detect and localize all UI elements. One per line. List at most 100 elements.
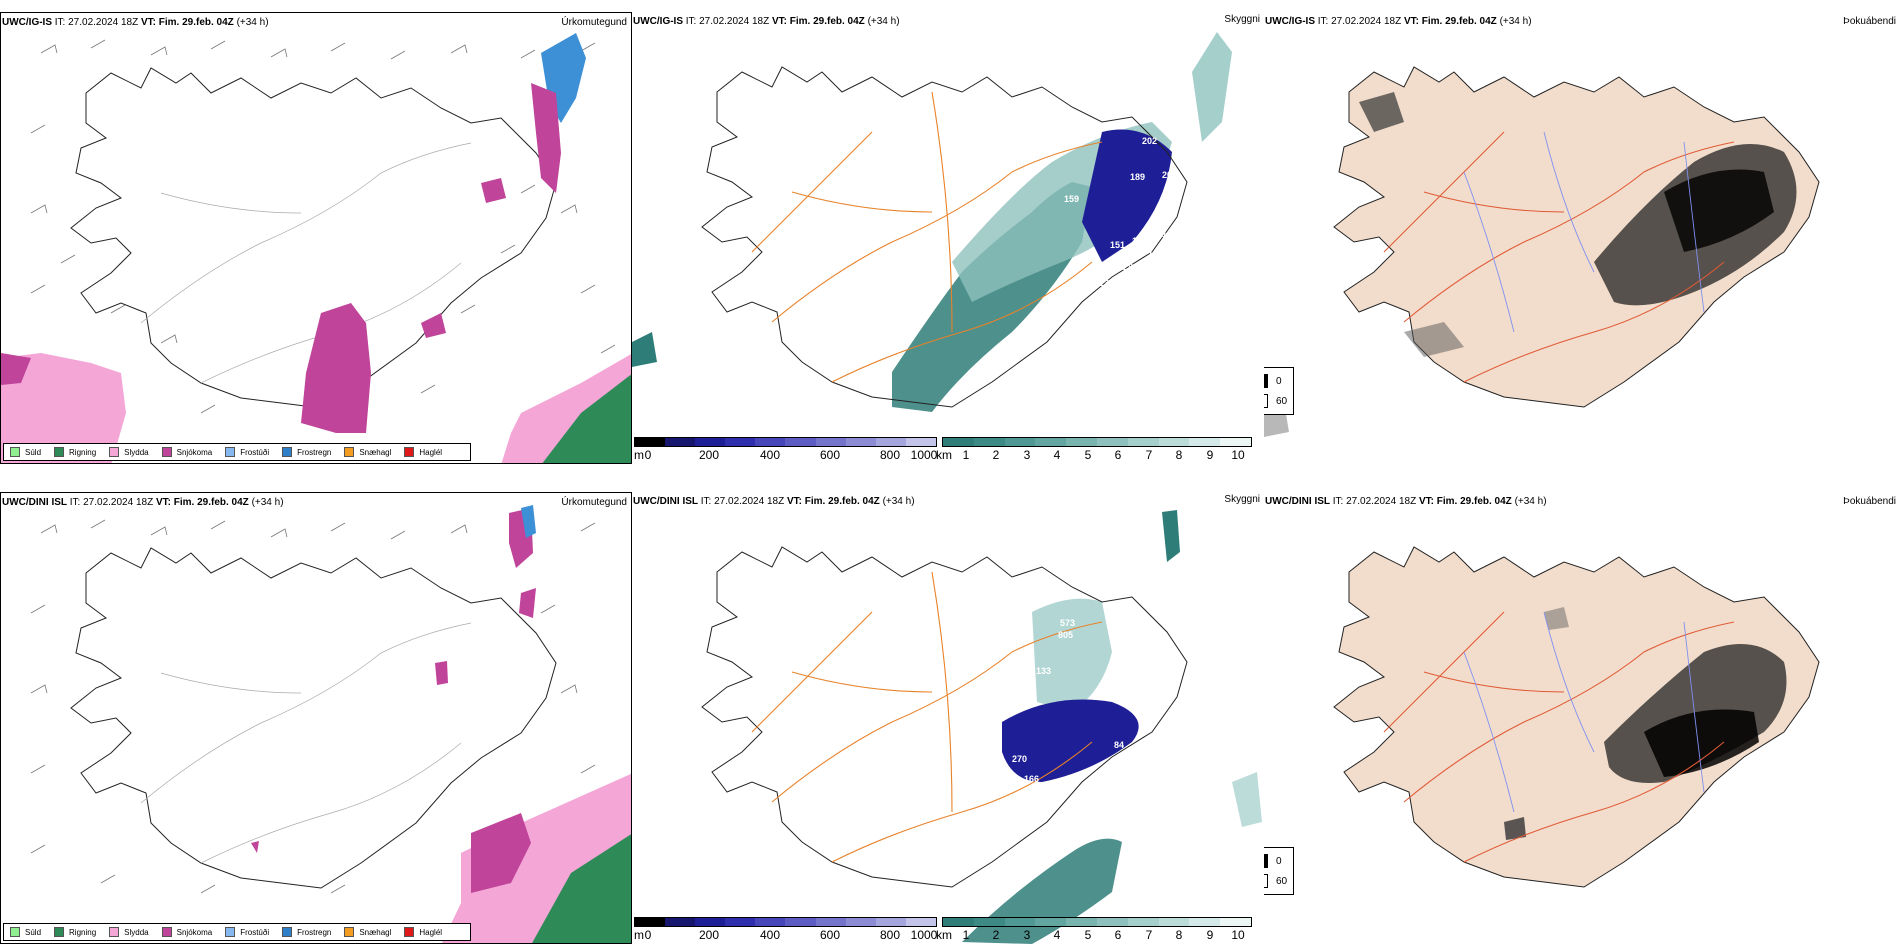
precip-map — [30, 505, 631, 943]
it-label: IT: — [69, 497, 81, 508]
tick-label: 4 — [1053, 928, 1061, 942]
visibility-colorbar: km 1 2 3 4 5 6 7 8 9 10 — [936, 437, 1252, 462]
vis-label: 159 — [1064, 194, 1079, 204]
fog-panel-top: UWC/IG-IS IT: 27.02.2024 18Z VT: Fim. 29… — [1264, 12, 1900, 464]
legend-swatch — [225, 447, 236, 457]
terrain-colorbar-strip — [634, 917, 937, 927]
roads — [140, 622, 472, 864]
colorbar-cell — [635, 438, 666, 446]
tick-label: 200 — [698, 928, 720, 942]
legend-item-hail: Haglél — [404, 927, 442, 937]
tick-label: 2 — [992, 448, 1000, 462]
tick-label: 9 — [1206, 448, 1214, 462]
tick-label: 600 — [819, 928, 841, 942]
visibility-colorbar: km 1 2 3 4 5 6 7 8 9 10 — [936, 917, 1252, 942]
rivers — [1463, 611, 1705, 813]
panel-title: Skyggni — [1224, 494, 1260, 505]
fog-swatch — [1264, 374, 1268, 388]
roads — [751, 91, 1103, 383]
legend-item-sleet: Slydda — [109, 927, 149, 937]
tick-label: 1 — [962, 928, 970, 942]
visibility-panel-top: UWC/IG-IS IT: 27.02.2024 18Z VT: Fim. 29… — [632, 12, 1264, 464]
rivers — [1463, 131, 1705, 333]
roads — [140, 142, 472, 384]
tick-label: 200 — [698, 448, 720, 462]
legend-item-rain: Rigning — [54, 927, 96, 937]
legend-swatch — [109, 927, 120, 937]
colorbar-cell — [1158, 918, 1190, 926]
fog-legend-row: 0 — [1264, 854, 1282, 868]
visibility-shading — [632, 32, 1232, 412]
valid-time: Fim. 29.feb. 04Z — [1436, 496, 1512, 507]
colorbar-cell — [875, 438, 906, 446]
legend-label: Haglél — [419, 447, 443, 457]
legend-label: Snjókoma — [176, 447, 213, 457]
vis-label: 149 — [1132, 236, 1147, 246]
model-name: UWC/DINI ISL — [633, 496, 698, 507]
colorbar-cell — [973, 438, 1005, 446]
tick-label: 10 — [1231, 928, 1245, 942]
terrain-colorbar-strip — [634, 437, 937, 447]
valid-time: Fim. 29.feb. 04Z — [173, 497, 249, 508]
it-label: IT: — [1317, 16, 1329, 27]
legend-swatch — [225, 927, 236, 937]
fog-legend-row: 0 — [1264, 374, 1282, 388]
colorbar-cell — [785, 918, 816, 926]
colorbar-cell — [695, 918, 726, 926]
panel-header: UWC/IG-IS IT: 27.02.2024 18Z VT: Fim. 29… — [2, 17, 269, 28]
lead-time: (+34 h) — [251, 497, 284, 508]
fog-swatch — [1264, 394, 1268, 408]
colorbar-cell — [815, 438, 846, 446]
legend-swatch — [282, 927, 293, 937]
legend-item-snow-pellets: Snæhagl — [344, 447, 391, 457]
roads — [1383, 611, 1735, 863]
colorbar-cell — [635, 918, 666, 926]
visibility-ticks: km 1 2 3 4 5 6 7 8 9 10 — [936, 927, 1252, 942]
iceland-outline — [701, 66, 1188, 408]
legend-item-snow: Snjókoma — [161, 447, 213, 457]
fog-legend-label: 0 — [1276, 855, 1282, 867]
legend-label: Haglél — [419, 927, 443, 937]
terrain-ticks: m 0 200 400 600 800 1000 — [634, 447, 937, 462]
colorbar-cell — [755, 918, 786, 926]
vis-label: 213 — [1094, 278, 1109, 288]
model-name: UWC/IG-IS — [2, 17, 52, 28]
colorbar-cell — [1158, 438, 1190, 446]
legend-label: Frostregn — [297, 927, 332, 937]
vis-label: 573 — [1060, 618, 1075, 628]
vt-label: VT: — [155, 497, 171, 508]
init-time: 27.02.2024 18Z — [1346, 496, 1417, 507]
tick-label: 0 — [644, 928, 652, 942]
legend-label: Slydda — [124, 927, 149, 937]
init-time: 27.02.2024 18Z — [83, 497, 154, 508]
precip-legend: Súld Rigning Slydda Snjókoma Frostúði Fr… — [3, 443, 471, 461]
vt-label: VT: — [786, 496, 802, 507]
colorbar-cell — [815, 918, 846, 926]
colorbar-cell — [1035, 438, 1067, 446]
tick-label: 8 — [1175, 448, 1183, 462]
lead-time: (+34 h) — [1514, 496, 1547, 507]
init-time: 27.02.2024 18Z — [714, 496, 785, 507]
vis-label: 128 — [1118, 262, 1133, 272]
vt-label: VT: — [1418, 496, 1434, 507]
precip-type-panel-top: UWC/IG-IS IT: 27.02.2024 18Z VT: Fim. 29… — [0, 12, 632, 464]
visibility-values: 202 189 202 131 149 151 128 213 129 159 — [1064, 136, 1177, 288]
legend-label: Súld — [25, 927, 42, 937]
legend-item-sleet: Slydda — [109, 447, 149, 457]
legend-item-rain: Rigning — [54, 447, 96, 457]
fog-legend-label: 0 — [1276, 375, 1282, 387]
colorbar-cell — [1127, 918, 1159, 926]
colorbar-cell — [665, 438, 696, 446]
legend-item-drizzle: Súld — [10, 927, 41, 937]
visibility-map: 202 189 202 131 149 151 128 213 129 159 — [632, 32, 1232, 412]
tick-label: 7 — [1145, 928, 1153, 942]
colorbar-cell — [725, 918, 756, 926]
tick-label: 8 — [1175, 928, 1183, 942]
tick-label: 3 — [1023, 448, 1031, 462]
legend-swatch — [344, 447, 355, 457]
legend-label: Rigning — [69, 927, 97, 937]
init-time: 27.02.2024 18Z — [699, 16, 770, 27]
colorbar-cell — [943, 918, 974, 926]
vis-label: 131 — [1152, 229, 1167, 239]
legend-swatch — [10, 927, 20, 937]
